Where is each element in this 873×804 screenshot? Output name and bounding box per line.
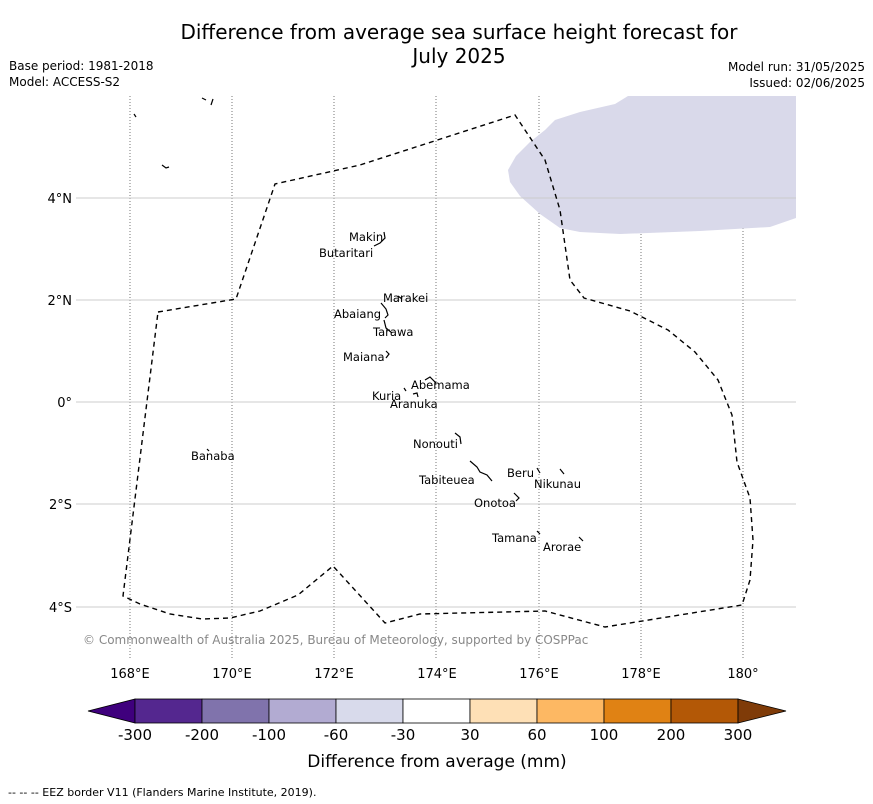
- island-label-abemama: Abemama: [411, 378, 470, 392]
- island-label-butaritari: Butaritari: [319, 246, 373, 260]
- banaba-island: [206, 448, 210, 452]
- title-line-2: July 2025: [412, 44, 506, 68]
- colorbar: [87, 698, 787, 724]
- abemama-atoll: [424, 376, 437, 384]
- northern-island-2: [210, 98, 214, 106]
- island-label-onotoa: Onotoa: [474, 496, 516, 510]
- colorbar-bin-2: [201, 698, 270, 724]
- colorbar-bin-7: [536, 698, 605, 724]
- tabiteuea-atoll: [469, 460, 493, 482]
- colorbar-bin-6: [469, 698, 538, 724]
- island-label-abaiang: Abaiang: [334, 307, 381, 321]
- colorbar-tick-2: -200: [185, 726, 219, 744]
- island-label-tamana: Tamana: [491, 531, 537, 545]
- anomaly-region: [508, 96, 796, 234]
- lon-label-178e: 178°E: [621, 667, 661, 682]
- maiana-atoll: [385, 350, 390, 359]
- kuria-atoll: [403, 387, 407, 392]
- aranuka-atoll: [412, 392, 419, 398]
- colorbar-tick-10: 300: [724, 726, 753, 744]
- colorbar-bin-4: [335, 698, 404, 724]
- abaiang-atoll: [380, 302, 389, 319]
- marakei-atoll: [397, 295, 403, 300]
- lat-label-0: 0°: [57, 396, 72, 411]
- lat-label-2s: 2°S: [49, 498, 72, 513]
- colorbar-extend-low: [87, 698, 136, 724]
- chart-title: Difference from average sea surface heig…: [0, 20, 873, 68]
- island-label-maiana: Maiana: [343, 350, 385, 364]
- colorbar-bin-5: [402, 698, 471, 724]
- island-label-arorae: Arorae: [543, 540, 581, 554]
- colorbar-bin-1: [134, 698, 203, 724]
- lon-label-172e: 172°E: [314, 667, 354, 682]
- colorbar-label: Difference from average (mm): [307, 752, 566, 772]
- island-label-kuria: Kuria: [372, 389, 401, 403]
- island-label-banaba: Banaba: [191, 449, 235, 463]
- island-label-nonouti: Nonouti: [413, 437, 458, 451]
- island-label-beru: Beru: [507, 466, 534, 480]
- lat-label-4s: 4°S: [49, 601, 72, 616]
- colorbar-tick-4: -60: [324, 726, 349, 744]
- island-labels: Makin Butaritari Marakei Abaiang Tarawa …: [191, 230, 581, 554]
- island-label-tabiteuea: Tabiteuea: [418, 473, 475, 487]
- lon-label-176e: 176°E: [519, 667, 559, 682]
- northern-island-4: [161, 164, 170, 169]
- colorbar-bin-8: [603, 698, 672, 724]
- lat-label-4n: 4°N: [48, 192, 73, 207]
- colorbar-ticks: -300 -200 -100 -60 -30 30 60 100 200 300: [118, 726, 752, 744]
- title-line-1: Difference from average sea surface heig…: [180, 20, 738, 44]
- colorbar-bin-9: [670, 698, 739, 724]
- island-label-marakei: Marakei: [383, 291, 428, 305]
- eez-source-note: -- -- -- EEZ border V11 (Flanders Marine…: [8, 786, 317, 799]
- lon-label-180: 180°: [727, 667, 758, 682]
- copyright-notice: © Commonwealth of Australia 2025, Bureau…: [83, 633, 588, 647]
- colorbar-tick-9: 200: [657, 726, 686, 744]
- beru-atoll: [536, 467, 541, 474]
- nikunau-atoll: [559, 468, 565, 475]
- butaritari-atoll: [373, 231, 386, 247]
- tamana-island: [536, 530, 541, 535]
- northern-island-1: [201, 97, 207, 101]
- eez-borders: [122, 114, 754, 628]
- onotoa-atoll: [513, 492, 520, 502]
- base-period: Base period: 1981-2018: [9, 59, 154, 73]
- island-label-aranuka: Aranuka: [390, 397, 438, 411]
- eez-gilbert-islands: [122, 114, 754, 628]
- model-name: Model: ACCESS-S2: [9, 75, 121, 89]
- issued-date: Issued: 02/06/2025: [749, 76, 865, 90]
- colorbar-tick-3: -100: [252, 726, 286, 744]
- colorbar-tick-7: 60: [527, 726, 546, 744]
- island-label-tarawa: Tarawa: [372, 325, 413, 339]
- nonouti-atoll: [454, 432, 462, 445]
- colorbar-bin-3: [268, 698, 337, 724]
- colorbar-tick-1: -300: [118, 726, 152, 744]
- latitude-labels: 4°N 2°N 0° 2°S 4°S: [48, 192, 73, 616]
- northern-island-3: [133, 113, 137, 118]
- tarawa-atoll: [383, 319, 393, 334]
- lat-label-2n: 2°N: [48, 294, 73, 309]
- island-label-nikunau: Nikunau: [534, 477, 581, 491]
- island-shapes: [133, 97, 584, 542]
- model-run-date: Model run: 31/05/2025: [727, 60, 865, 74]
- parallel-grid: [76, 197, 796, 608]
- lon-label-174e: 174°E: [417, 667, 457, 682]
- longitude-labels: 168°E 170°E 172°E 174°E 176°E 178°E 180°: [110, 667, 758, 682]
- colorbar-extend-high: [737, 698, 787, 724]
- arorae-island: [578, 536, 584, 542]
- island-label-makin: Makin: [349, 230, 383, 244]
- lon-label-168e: 168°E: [110, 667, 150, 682]
- colorbar-tick-6: 30: [460, 726, 479, 744]
- colorbar-tick-5: -30: [391, 726, 416, 744]
- lon-label-170e: 170°E: [212, 667, 252, 682]
- colorbar-tick-8: 100: [590, 726, 619, 744]
